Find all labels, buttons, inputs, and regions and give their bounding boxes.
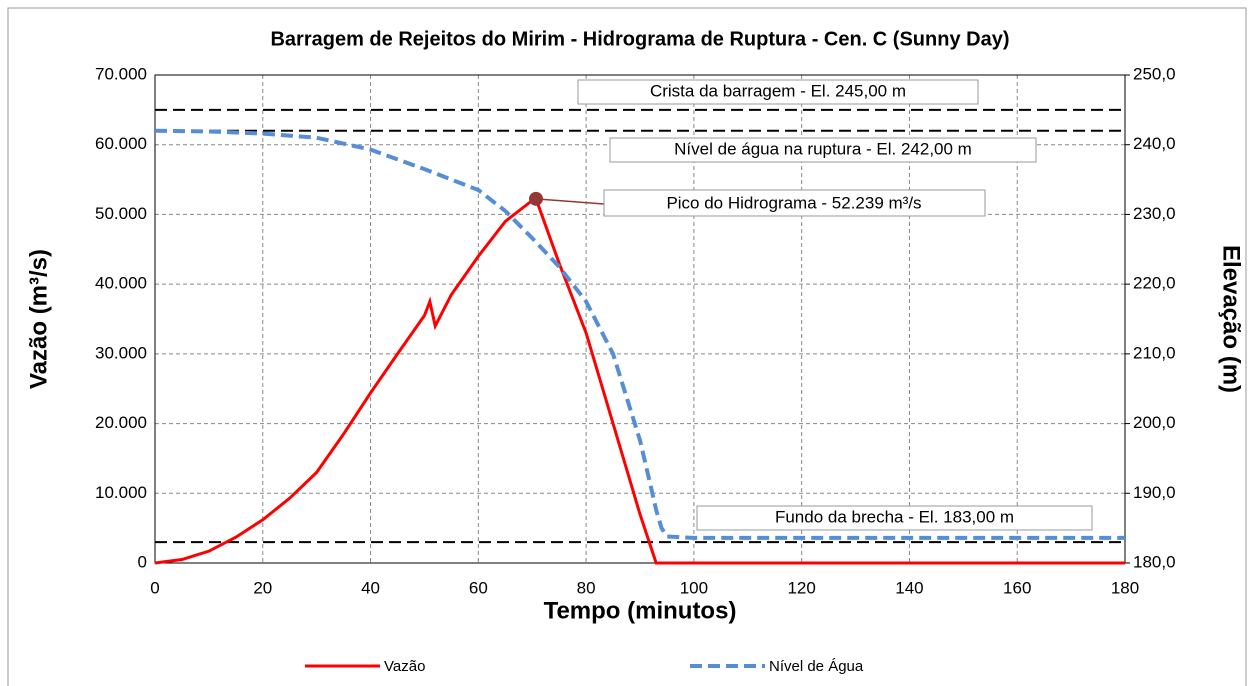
- y2-tick-label: 250,0: [1133, 64, 1176, 83]
- annotation-box: [609, 137, 1037, 163]
- x-tick-label: 20: [253, 578, 272, 597]
- annotation-box: [603, 189, 986, 217]
- annotation-box: [577, 79, 979, 105]
- plot-border: [154, 74, 1126, 564]
- y-tick-label: 40.000: [95, 274, 147, 293]
- y-axis-label: Vazão (m³/s): [25, 249, 52, 389]
- leader-line: [535, 198, 605, 205]
- x-tick-label: 120: [787, 578, 815, 597]
- y2-tick-label: 200,0: [1133, 413, 1176, 432]
- peak-marker: [528, 191, 543, 206]
- y-tick-label: 20.000: [95, 413, 147, 432]
- x-axis-label: Tempo (minutos): [544, 597, 737, 624]
- chart-title: Barragem de Rejeitos do Mirim - Hidrogra…: [270, 28, 1009, 50]
- chart-frame: [7, 7, 1247, 686]
- y2-tick-label: 240,0: [1133, 134, 1176, 153]
- x-tick-label: 160: [1003, 578, 1031, 597]
- legend-label: Nível de Água: [769, 658, 864, 675]
- y2-tick-label: 210,0: [1133, 343, 1176, 362]
- x-tick-label: 180: [1111, 578, 1139, 597]
- x-tick-label: 80: [577, 578, 596, 597]
- annotation: Fundo da brecha - El. 183,00 m: [775, 507, 1014, 526]
- y2-tick-label: 220,0: [1133, 274, 1176, 293]
- y-tick-label: 10.000: [95, 483, 147, 502]
- y-tick-label: 0: [138, 552, 147, 571]
- y2-tick-label: 190,0: [1133, 483, 1176, 502]
- y2-axis-label: Elevação (m): [1218, 245, 1245, 393]
- annotation-box: [696, 505, 1093, 531]
- y-tick-label: 60.000: [95, 134, 147, 153]
- series-line: [154, 128, 1125, 540]
- x-tick-label: 40: [361, 578, 380, 597]
- annotation: Crista da barragem - El. 245,00 m: [650, 81, 906, 100]
- y-tick-label: 30.000: [95, 343, 147, 362]
- y-tick-label: 50.000: [95, 204, 147, 223]
- y-tick-label: 70.000: [95, 64, 147, 83]
- series-line: [154, 196, 1125, 565]
- x-tick-label: 60: [469, 578, 488, 597]
- x-tick-label: 0: [150, 578, 159, 597]
- annotation: Nível de água na ruptura - El. 242,00 m: [674, 139, 972, 158]
- y2-tick-label: 230,0: [1133, 204, 1176, 223]
- y2-tick-label: 180,0: [1133, 552, 1176, 571]
- x-tick-label: 100: [680, 578, 708, 597]
- x-tick-label: 140: [895, 578, 923, 597]
- legend-label: Vazão: [384, 658, 425, 675]
- annotation: Pico do Hidrograma - 52.239 m³/s: [666, 193, 921, 212]
